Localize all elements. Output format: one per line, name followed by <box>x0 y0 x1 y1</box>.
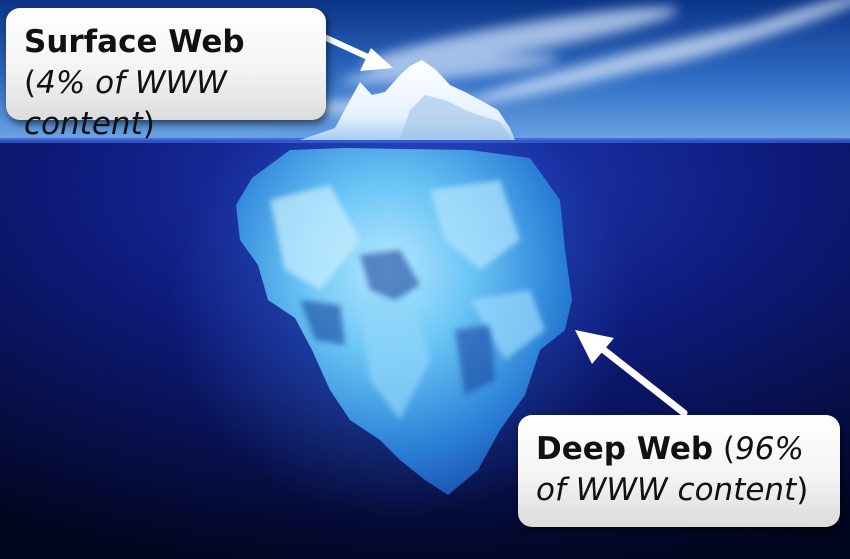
deep-web-title: Deep Web <box>536 431 714 467</box>
surface-web-detail: 4% of WWW content <box>24 65 227 142</box>
iceberg-tip-shade <box>400 95 512 140</box>
surface-arrow <box>319 33 393 71</box>
deep-arrow <box>575 330 688 417</box>
ice-highlights <box>270 180 545 420</box>
surface-web-open-paren: ( <box>24 65 37 101</box>
deep-web-detail: 96% of WWW content <box>536 431 804 508</box>
deep-web-close-paren: ) <box>796 472 809 508</box>
clouds <box>290 0 850 115</box>
surface-web-close-paren: ) <box>142 106 155 142</box>
ice-shadows <box>300 250 495 395</box>
deep-web-open-paren: ( <box>713 431 736 467</box>
surface-web-callout: Surface Web (4% of WWW content) <box>6 8 326 142</box>
deep-web-callout: Deep Web (96% of WWW content) <box>518 415 840 527</box>
surface-web-title: Surface Web <box>24 24 245 60</box>
